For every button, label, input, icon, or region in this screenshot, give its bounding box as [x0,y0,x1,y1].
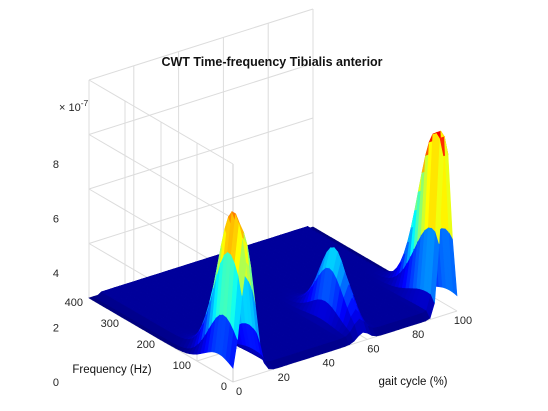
grid-line-back-right [88,117,314,190]
z-tick-label: 0 [53,377,59,389]
z-multiplier-label: × 10-7 [59,98,89,114]
grid-line-back-right [88,63,314,135]
x-tick-label: 0 [236,386,242,398]
y-tick-label: 300 [101,318,119,330]
x-tick-label: 60 [367,343,379,355]
grid-line-back-right [88,172,314,244]
y-tick-label: 200 [137,339,155,351]
y-tick-label: 100 [173,360,191,372]
surface-plot [88,130,458,370]
grid-line-back-right [88,8,314,81]
y-axis-title: Frequency (Hz) [72,364,151,376]
chart-title: CWT Time-frequency Tibialis anterior [161,55,382,69]
y-tick-label: 400 [65,297,83,309]
x-tick-label: 100 [454,315,472,327]
x-tick-label: 20 [278,372,290,384]
z-tick-label: 6 [53,214,59,226]
z-tick-label: 4 [53,268,59,280]
z-tick-label: 8 [53,159,59,171]
x-tick-label: 40 [322,358,334,370]
x-tick-label: 80 [412,329,424,341]
surface-patch [448,232,458,297]
z-tick-label: 2 [53,323,59,335]
x-axis-title: gait cycle (%) [378,376,447,388]
y-tick-label: 0 [221,381,227,393]
